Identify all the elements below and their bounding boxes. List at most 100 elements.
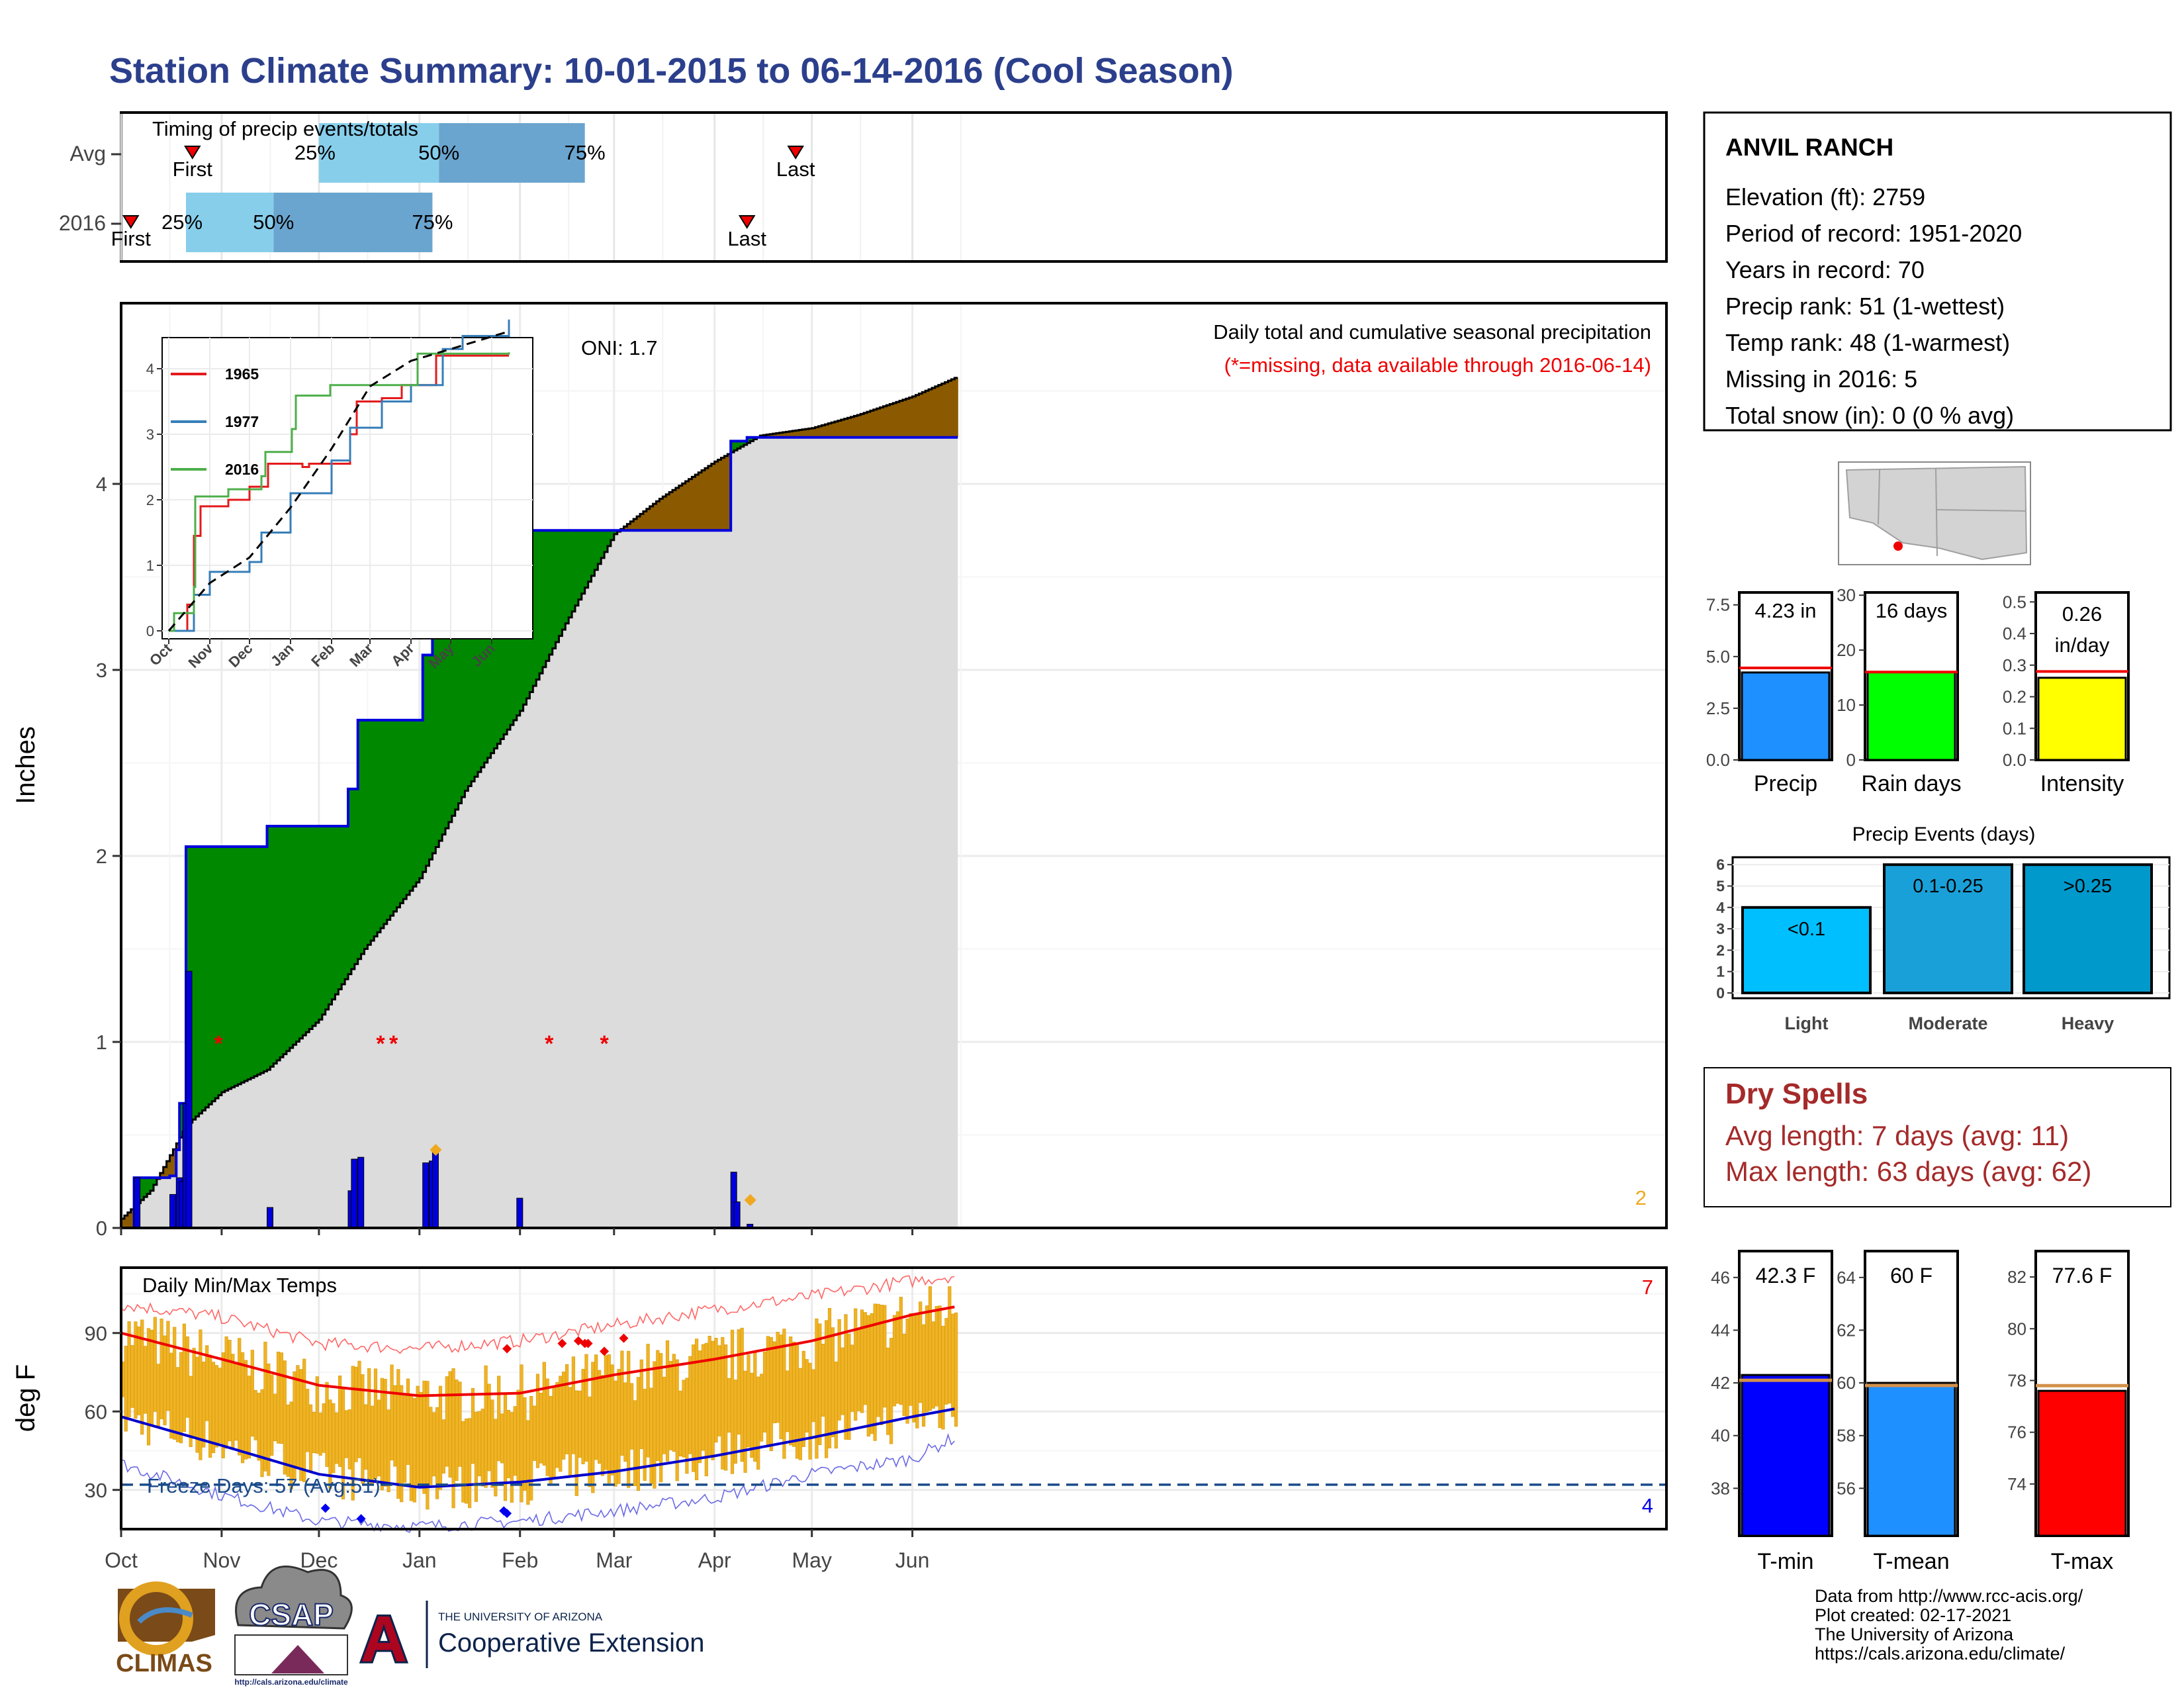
daily-temp-range-bar (915, 1313, 919, 1429)
daily-temp-range-bar (506, 1409, 510, 1478)
daily-temp-range-bar (318, 1413, 322, 1456)
missing-markers: * * * * * (214, 1031, 609, 1056)
temp-x-axis: Oct Nov Dec Jan Feb Mar Apr May Jun (105, 1529, 929, 1572)
main-annotation-title: Daily total and cumulative seasonal prec… (1213, 320, 1651, 344)
temp-x-tick-label: Feb (502, 1548, 538, 1572)
daily-temp-range-bar (559, 1376, 563, 1472)
below-average-band (643, 511, 647, 531)
daily-temp-range-bar (850, 1344, 854, 1412)
below-average-band (685, 481, 690, 531)
daily-precip-bar (267, 1207, 273, 1229)
summary-y-label: 60 (1837, 1373, 1856, 1393)
below-average-band (159, 1172, 164, 1178)
credit-line: Data from http://www.rcc-acis.org/ (1815, 1586, 2083, 1606)
above-average-band (377, 720, 381, 933)
above-average-band (504, 560, 508, 735)
daily-temp-range-bar (526, 1420, 530, 1505)
summary-panel-name: Intensity (2040, 771, 2124, 796)
above-average-band (584, 530, 589, 588)
timing-label-75: 75% (565, 141, 606, 164)
csap-logo-text: CSAP (249, 1597, 334, 1632)
above-average-band (435, 560, 439, 847)
daily-precip-bar (169, 1194, 176, 1229)
daily-temp-range-bar (902, 1334, 906, 1417)
daily-temp-range-bar (721, 1336, 725, 1470)
inset-frame (161, 337, 533, 639)
above-average-band (484, 560, 488, 763)
summary-y-label: 40 (1711, 1426, 1730, 1446)
below-average-band (915, 395, 919, 438)
above-average-band (367, 720, 371, 945)
summary-y-label: 78 (2007, 1370, 2026, 1390)
above-average-band (422, 655, 427, 872)
above-average-band (559, 530, 563, 636)
above-average-band (199, 846, 203, 1114)
inset-avg-line (167, 330, 510, 632)
below-average-band (799, 430, 803, 438)
precip-events-chart: Precip Events (days) 0 1 2 3 4 5 6 <0.1 Light 0.1… (1716, 823, 2171, 1033)
above-average-band (289, 826, 294, 1048)
daily-temp-range-bar (182, 1323, 187, 1432)
daily-temp-range-bar (895, 1311, 899, 1404)
above-average-band (195, 846, 200, 1117)
above-average-band (221, 846, 226, 1092)
above-average-band (497, 560, 501, 744)
daily-temp-range-bar (480, 1409, 484, 1487)
daily-temp-range-bar (760, 1374, 764, 1442)
timing-bar-50-75 (439, 123, 585, 183)
events-category-label: Light (1785, 1013, 1829, 1033)
main-y-label: Inches (11, 726, 40, 804)
events-y-label: 2 (1716, 941, 1725, 959)
daily-temp-range-bar (863, 1312, 867, 1405)
missing-day-marker: * (600, 1031, 609, 1056)
daily-temp-range-bar (169, 1352, 173, 1439)
temp-x-tick-label: May (792, 1548, 831, 1572)
daily-temp-range-bar (487, 1383, 491, 1472)
missing-day-marker: * (545, 1031, 554, 1056)
daily-temp-range-bar (827, 1308, 832, 1448)
summary-y-label: 0.5 (2003, 592, 2026, 612)
daily-temp-range-bar (270, 1374, 274, 1456)
daily-temp-range-bar (571, 1356, 575, 1454)
below-average-band (899, 400, 903, 438)
above-average-band (150, 1178, 154, 1191)
above-average-band (273, 826, 277, 1064)
above-average-band (393, 720, 398, 912)
daily-temp-range-bar (419, 1391, 423, 1487)
inset-legend-label-1977: 1977 (225, 413, 259, 430)
summary-panel-name: T-min (1758, 1549, 1814, 1574)
below-average-band (854, 416, 858, 438)
daily-temp-range-bar (140, 1319, 144, 1435)
above-average-band (750, 437, 754, 442)
summary-panel-name: Precip (1754, 771, 1817, 796)
daily-temp-range-bar (776, 1331, 780, 1423)
above-average-band (396, 720, 400, 908)
timing-label-25: 25% (295, 141, 336, 164)
daily-temp-range-bar (934, 1306, 938, 1407)
events-bar-heavy (2023, 863, 2153, 994)
daily-temp-range-bar (834, 1361, 838, 1449)
page-title: Station Climate Summary: 10-01-2015 to 0… (109, 51, 1234, 91)
locator-map (1838, 461, 2031, 565)
record-low-mark (502, 1509, 512, 1519)
summary-bar-t-mean (1866, 1382, 1956, 1537)
summary-y-label: 0.3 (2003, 655, 2026, 675)
daily-temp-range-bar (883, 1305, 887, 1408)
below-average-band (938, 385, 942, 438)
below-average-band (934, 386, 939, 438)
above-average-band (208, 846, 212, 1105)
daily-temp-range-bar (276, 1351, 281, 1444)
above-average-band (581, 530, 586, 594)
daily-temp-range-bar (435, 1407, 439, 1499)
above-average-band (610, 530, 615, 540)
above-average-band (348, 788, 352, 974)
credit-line: The University of Arizona (1815, 1624, 2014, 1644)
summary-y-label: 80 (2007, 1319, 2026, 1338)
below-average-band (786, 432, 790, 438)
daily-temp-range-bar (792, 1341, 796, 1447)
daily-temp-range-bar (857, 1329, 861, 1411)
corner-count: 2 (1635, 1186, 1647, 1209)
daily-temp-range-bar (377, 1399, 381, 1477)
above-average-band (147, 1178, 151, 1194)
